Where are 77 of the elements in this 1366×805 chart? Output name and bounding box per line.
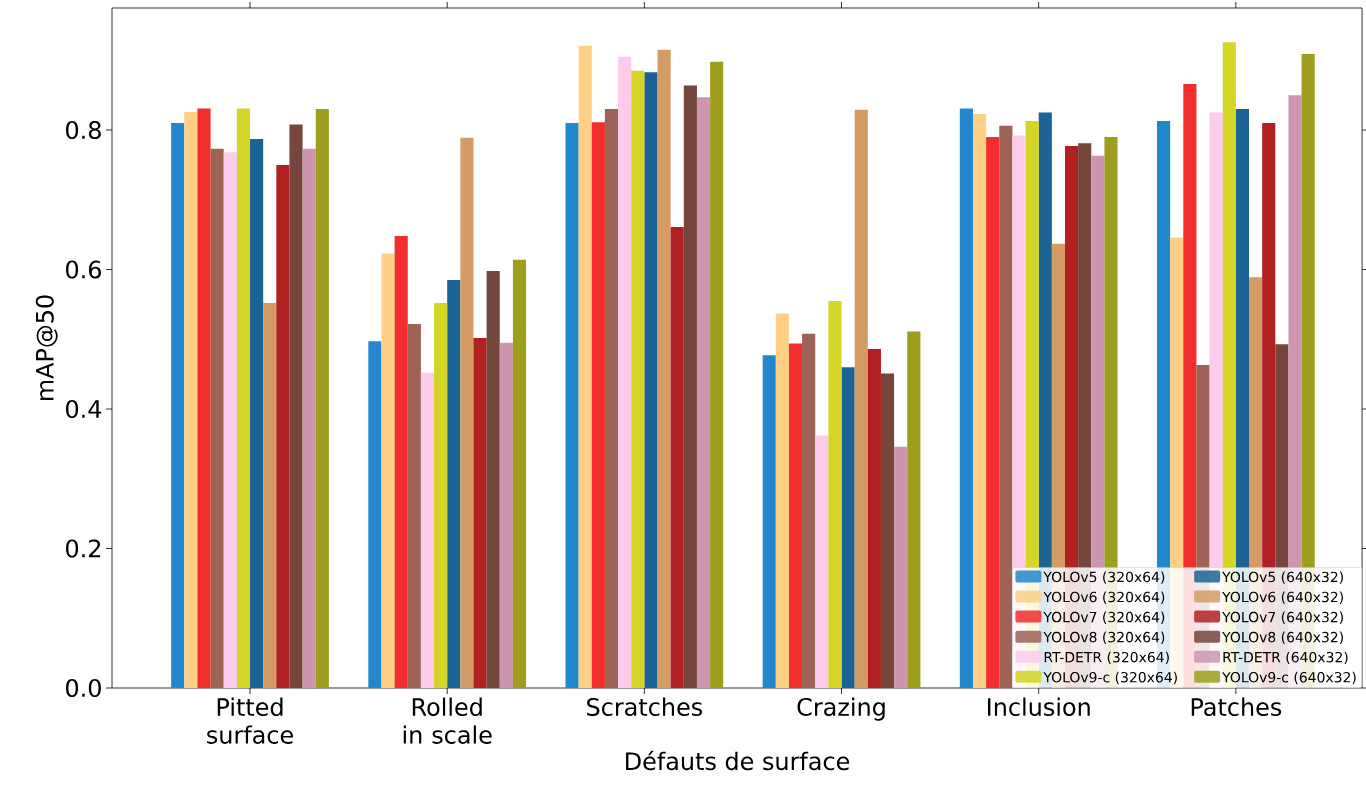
bar xyxy=(959,108,973,688)
bar xyxy=(486,270,500,688)
bar xyxy=(618,56,632,688)
bar xyxy=(210,148,224,688)
bar xyxy=(302,148,316,688)
y-tick-label: 0.6 xyxy=(66,260,101,279)
bar xyxy=(565,123,579,688)
bar xyxy=(460,137,474,688)
bar xyxy=(512,259,527,688)
bar xyxy=(420,372,435,688)
legend-label: YOLOv8 (320x64) xyxy=(1043,631,1165,645)
bar xyxy=(591,122,605,688)
x-tick-label: Rolled in scale xyxy=(403,697,492,744)
bar xyxy=(644,72,658,688)
bar xyxy=(407,323,421,688)
bar xyxy=(894,446,908,688)
bar xyxy=(880,373,895,688)
bar xyxy=(972,114,987,688)
legend-label: YOLOv5 (640x32) xyxy=(1222,571,1343,584)
legend-label: RT-DETR (320x64) xyxy=(1044,651,1169,665)
y-axis-title: mAP@50 xyxy=(35,295,58,401)
bar xyxy=(907,331,921,688)
bar xyxy=(289,124,303,688)
x-axis-title: Défauts de surface xyxy=(626,750,850,771)
bar xyxy=(670,226,684,688)
bar xyxy=(788,343,803,688)
legend-label: YOLOv5 (320x64) xyxy=(1043,571,1165,584)
x-tick-label: Pitted surface xyxy=(207,697,293,744)
bar xyxy=(447,279,461,688)
bar xyxy=(802,333,816,688)
bar xyxy=(197,108,211,688)
bar xyxy=(171,123,185,688)
bar xyxy=(604,109,619,688)
bar xyxy=(867,349,881,688)
y-tick-label: 0.8 xyxy=(66,120,101,140)
bar xyxy=(236,108,251,688)
legend-label: YOLOv7 (640x32) xyxy=(1222,611,1343,624)
bar xyxy=(683,85,697,688)
x-tick-label: Crazing xyxy=(797,697,885,721)
bar xyxy=(631,70,645,688)
bar xyxy=(696,97,711,688)
bar xyxy=(762,355,776,688)
legend-label: YOLOv9-c (640x32) xyxy=(1222,671,1356,685)
y-tick-label: 0.0 xyxy=(66,678,101,698)
bar xyxy=(263,303,277,688)
bar xyxy=(276,164,290,688)
x-tick-label: Patches xyxy=(1191,697,1282,717)
bar xyxy=(315,109,329,688)
legend-label: RT-DETR (640x32) xyxy=(1223,651,1348,665)
bar xyxy=(473,337,487,688)
x-tick-label: Inclusion xyxy=(988,697,1090,717)
bar xyxy=(999,125,1013,688)
bar xyxy=(841,367,855,688)
bar xyxy=(815,435,829,688)
bar xyxy=(854,109,868,688)
x-tick-label: Scratches xyxy=(587,697,703,717)
y-tick-label: 0.2 xyxy=(66,539,101,558)
bar xyxy=(223,152,237,688)
bar xyxy=(184,111,198,688)
legend-label: YOLOv7 (320x64) xyxy=(1043,611,1165,624)
legend-label: YOLOv6 (320x64) xyxy=(1043,591,1165,604)
legend-label: YOLOv6 (640x32) xyxy=(1222,591,1343,604)
bar xyxy=(250,139,264,688)
legend-label: YOLOv8 (640x32) xyxy=(1222,631,1343,645)
bar xyxy=(657,49,671,688)
bar xyxy=(368,341,382,688)
bar xyxy=(710,61,724,688)
legend-label: YOLOv9-c (320x64) xyxy=(1043,671,1177,685)
y-tick-label: 0.4 xyxy=(66,399,102,419)
bar xyxy=(828,300,842,688)
bar xyxy=(394,236,408,688)
bar xyxy=(578,45,592,688)
bar xyxy=(381,253,395,688)
bar xyxy=(775,313,789,688)
bar xyxy=(986,137,1000,688)
bar xyxy=(434,303,448,688)
bar xyxy=(499,342,513,688)
